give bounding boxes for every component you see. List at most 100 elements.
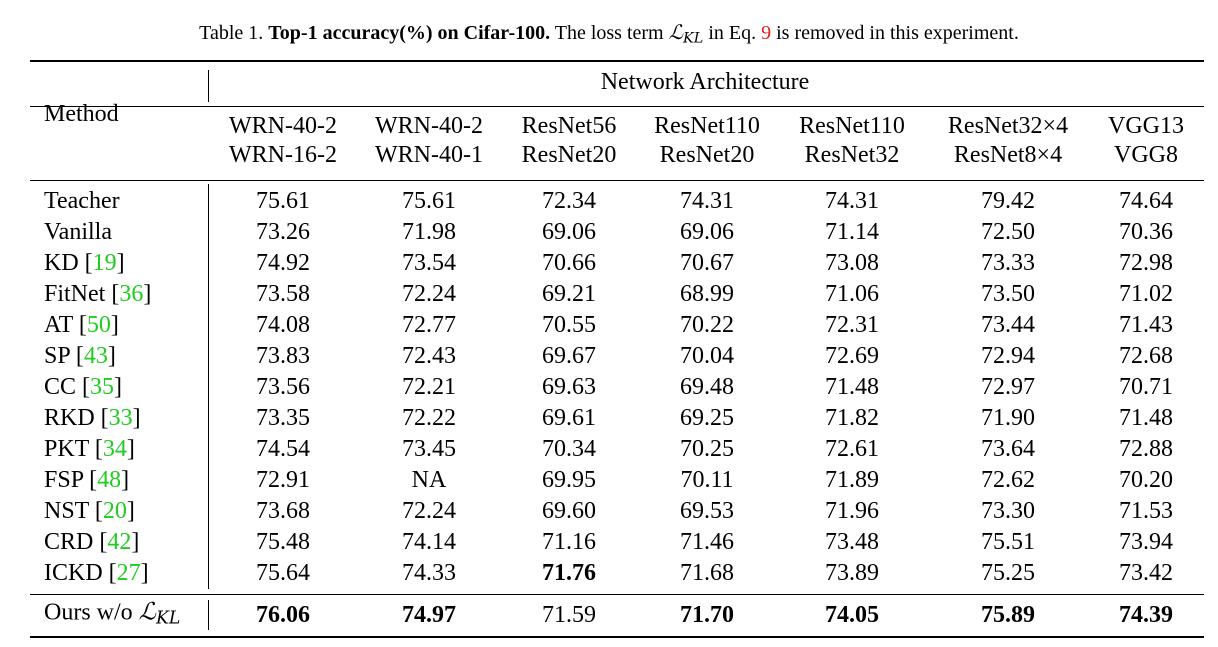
teacher-model: ResNet110: [799, 113, 905, 139]
citation-link[interactable]: 34: [102, 436, 127, 462]
citation-link[interactable]: 20: [102, 498, 127, 524]
student-model: ResNet20: [521, 142, 617, 168]
citation-link[interactable]: 36: [119, 281, 144, 307]
table-cell: 68.99: [680, 281, 734, 307]
method-name: FitNet [36]: [44, 281, 152, 307]
table-cell: 71.48: [1119, 405, 1173, 431]
table-cell: 71.43: [1119, 312, 1173, 338]
table-cell: 72.22: [402, 405, 456, 431]
method-name: CC [35]: [44, 374, 123, 400]
table-cell: 73.54: [402, 250, 456, 276]
table-cell: 71.53: [1119, 498, 1173, 524]
teacher-model: WRN-40-2: [375, 113, 483, 139]
column-header: WRN-40-2 WRN-40-1: [375, 112, 483, 170]
table-cell: 73.83: [256, 343, 310, 369]
equation-link[interactable]: 9: [761, 22, 772, 44]
method-name: RKD [33]: [44, 405, 141, 431]
column-header: ResNet32×4 ResNet8×4: [948, 112, 1068, 170]
table-cell: 70.66: [542, 250, 596, 276]
table-cell: 72.43: [402, 343, 456, 369]
table-cell: 71.76: [542, 560, 596, 586]
table-cell: 73.08: [825, 250, 879, 276]
table-cell: 71.68: [680, 560, 734, 586]
table-cell: 70.36: [1119, 219, 1173, 245]
table-cell: 72.68: [1119, 343, 1173, 369]
group-header-rule: [30, 106, 1204, 107]
citation-link[interactable]: 33: [108, 405, 133, 431]
table-cell: 71.14: [825, 219, 879, 245]
table-cell: 72.69: [825, 343, 879, 369]
table-cell: 73.50: [981, 281, 1035, 307]
table-cell: 73.48: [825, 529, 879, 555]
table-cell: 70.22: [680, 312, 734, 338]
table-cell: 72.77: [402, 312, 456, 338]
top-rule: [30, 60, 1204, 62]
table-cell: 72.31: [825, 312, 879, 338]
table-cell: 73.94: [1119, 529, 1173, 555]
table-cell: 69.63: [542, 374, 596, 400]
caption-text-post: is removed in this experiment.: [776, 22, 1019, 44]
student-model: VGG8: [1114, 142, 1178, 168]
column-header: ResNet110 ResNet32: [799, 112, 905, 170]
teacher-model: ResNet110: [654, 113, 760, 139]
student-model: ResNet20: [659, 142, 755, 168]
table-cell: 69.25: [680, 405, 734, 431]
table-cell: 74.31: [825, 188, 879, 214]
table-cell: 72.34: [542, 188, 596, 214]
column-header: ResNet110 ResNet20: [654, 112, 760, 170]
table-cell: 70.11: [680, 467, 734, 493]
table-cell: 75.61: [256, 188, 310, 214]
teacher-model: VGG13: [1108, 113, 1184, 139]
table-cell: 75.48: [256, 529, 310, 555]
table-cell: 73.89: [825, 560, 879, 586]
ours-separator-rule: [30, 594, 1204, 595]
caption-title: Top-1 accuracy(%) on Cifar-100.: [268, 22, 551, 44]
table-cell: 72.91: [256, 467, 310, 493]
citation-link[interactable]: 27: [116, 560, 141, 586]
ours-cell: 74.97: [402, 602, 456, 628]
citation-link[interactable]: 43: [83, 343, 108, 369]
table-cell: 72.50: [981, 219, 1035, 245]
method-name: FSP [48]: [44, 467, 130, 493]
ours-vertical-rule: [208, 600, 209, 630]
table-cell: 74.08: [256, 312, 310, 338]
teacher-model: ResNet56: [521, 113, 617, 139]
method-name: SP [43]: [44, 343, 116, 369]
table-cell: 75.61: [402, 188, 456, 214]
network-architecture-header: Network Architecture: [600, 69, 810, 95]
table-cell: 69.53: [680, 498, 734, 524]
table-cell: 72.21: [402, 374, 456, 400]
table-cell: NA: [411, 467, 447, 493]
table-cell: 73.64: [981, 436, 1035, 462]
table-cell: 75.51: [981, 529, 1035, 555]
student-model: WRN-40-1: [375, 142, 483, 168]
table-cell: 70.71: [1119, 374, 1173, 400]
citation-link[interactable]: 50: [86, 312, 111, 338]
teacher-model: WRN-40-2: [229, 113, 337, 139]
table-cell: 72.97: [981, 374, 1035, 400]
table-cell: 72.94: [981, 343, 1035, 369]
table-cell: 70.20: [1119, 467, 1173, 493]
citation-link[interactable]: 48: [97, 467, 122, 493]
loss-symbol: ℒKL: [138, 597, 181, 629]
table-cell: 73.68: [256, 498, 310, 524]
table-cell: 71.06: [825, 281, 879, 307]
table-cell: 72.98: [1119, 250, 1173, 276]
table-cell: 72.88: [1119, 436, 1173, 462]
table-cell: 71.48: [825, 374, 879, 400]
table-cell: 70.34: [542, 436, 596, 462]
table-cell: 73.58: [256, 281, 310, 307]
table-cell: 70.25: [680, 436, 734, 462]
ours-method-name: Ours w/o ℒKL: [44, 597, 181, 629]
bottom-rule: [30, 636, 1204, 638]
ours-cell: 76.06: [256, 602, 310, 628]
column-header: ResNet56 ResNet20: [522, 112, 617, 170]
table-cell: 69.61: [542, 405, 596, 431]
citation-link[interactable]: 35: [90, 374, 115, 400]
ours-cell: 71.59: [542, 602, 596, 628]
method-name: AT [50]: [44, 312, 119, 338]
citation-link[interactable]: 42: [107, 529, 132, 555]
table-cell: 71.46: [680, 529, 734, 555]
table-caption: Table 1. Top-1 accuracy(%) on Cifar-100.…: [0, 18, 1218, 53]
citation-link[interactable]: 19: [92, 250, 117, 276]
